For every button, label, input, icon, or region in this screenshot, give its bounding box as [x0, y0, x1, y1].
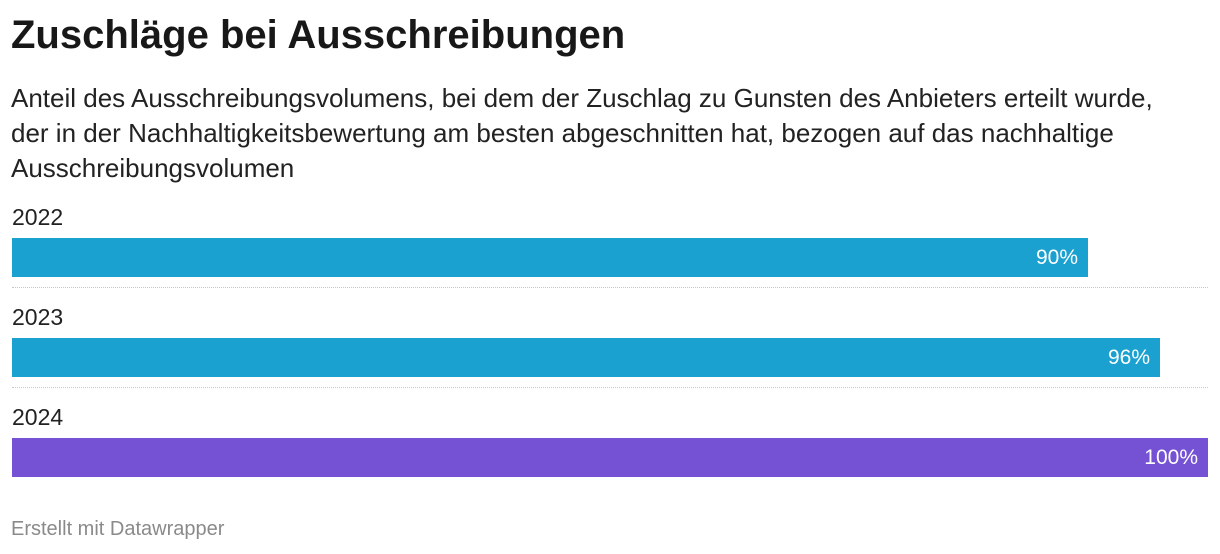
value-label-2024: 100%	[1144, 446, 1198, 469]
row-divider	[12, 287, 1208, 288]
category-label-2022: 2022	[12, 204, 64, 230]
chart-subtitle: Anteil des Ausschreibungsvolumens, bei d…	[11, 83, 1153, 183]
row-divider	[12, 387, 1208, 388]
category-label-2023: 2023	[12, 304, 64, 330]
bar-row-2022: 2022 90%	[12, 198, 1208, 298]
bar-2023: 96%	[12, 338, 1160, 377]
bar-row-2024: 2024 100%	[12, 398, 1208, 498]
footer-credit: Erstellt mit Datawrapper	[11, 518, 225, 540]
category-label-2024: 2024	[12, 404, 64, 430]
chart-title: Zuschläge bei Ausschreibungen	[11, 13, 626, 57]
value-label-2022: 90%	[1035, 246, 1078, 269]
bar-2022: 90%	[12, 238, 1088, 277]
value-label-2023: 96%	[1107, 346, 1150, 369]
bar-chart: 2022 90% 2023 96% 2024 100%	[12, 198, 1208, 483]
bar-row-2023: 2023 96%	[12, 298, 1208, 398]
bar-2024: 100%	[12, 438, 1208, 477]
